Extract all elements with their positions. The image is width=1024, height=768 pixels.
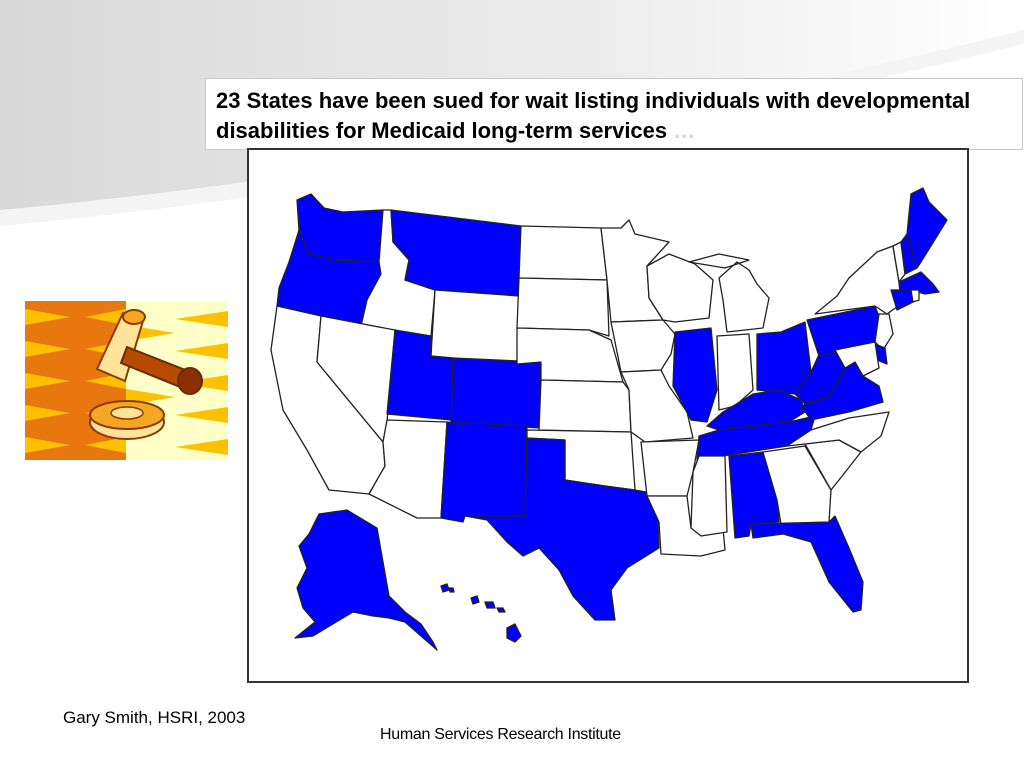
title-text: 23 States have been sued for wait listin… <box>216 88 971 143</box>
slide-title: 23 States have been sued for wait listin… <box>205 78 1023 150</box>
state-wisconsin <box>646 253 714 323</box>
state-texas <box>464 437 660 621</box>
state-south-dakota <box>516 277 610 337</box>
us-map-frame <box>247 148 969 683</box>
state-new-jersey <box>874 313 894 351</box>
state-hawaii <box>440 583 522 643</box>
state-alaska <box>294 509 438 651</box>
state-iowa <box>610 319 676 373</box>
us-states-map <box>270 187 948 651</box>
state-indiana <box>716 333 754 411</box>
state-new-york <box>814 245 902 315</box>
state-new-mexico <box>440 421 528 523</box>
state-maine <box>906 187 948 269</box>
state-rhode-island <box>910 289 920 303</box>
state-mississippi <box>690 455 728 537</box>
state-florida <box>750 515 864 613</box>
title-ellipsis: … <box>673 118 696 143</box>
organization-footer: Human Services Research Institute <box>380 726 621 743</box>
gavel-clip-art <box>25 301 228 460</box>
state-michigan <box>688 253 770 333</box>
state-kansas <box>538 379 632 433</box>
state-north-dakota <box>518 225 608 281</box>
state-arkansas <box>640 439 700 497</box>
state-colorado <box>450 357 542 429</box>
state-north-carolina <box>786 411 890 453</box>
author-credit: Gary Smith, HSRI, 2003 <box>63 708 246 727</box>
state-louisiana <box>646 495 726 557</box>
state-washington <box>296 193 384 263</box>
state-illinois <box>672 327 718 423</box>
state-wyoming <box>430 289 520 365</box>
state-missouri <box>620 369 694 443</box>
state-maryland <box>834 341 880 377</box>
